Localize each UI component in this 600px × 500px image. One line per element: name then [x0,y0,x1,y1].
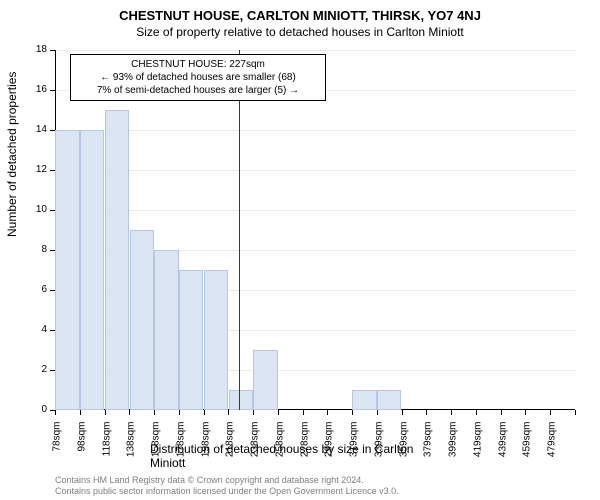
marker-line [239,50,240,410]
y-tick-label: 2 [27,364,47,375]
histogram-bar [253,350,277,410]
x-tick [278,410,279,415]
x-tick [55,410,56,415]
histogram-bar [179,270,203,410]
x-tick [253,410,254,415]
histogram-bar [377,390,401,410]
x-tick-label: 459sqm [522,422,533,462]
x-tick-label: 198sqm [200,422,211,462]
grid-line [55,130,575,131]
attribution: Contains HM Land Registry data © Crown c… [55,475,399,498]
histogram-bar [154,250,178,410]
annotation-line3: 7% of semi-detached houses are larger (5… [77,84,319,97]
x-tick [327,410,328,415]
histogram-bar [55,130,79,410]
y-tick [50,50,55,51]
x-tick [550,410,551,415]
x-tick [352,410,353,415]
x-tick [377,410,378,415]
histogram-bar [80,130,104,410]
y-tick-label: 0 [27,404,47,415]
chart-title: CHESTNUT HOUSE, CARLTON MINIOTT, THIRSK,… [0,0,600,23]
x-tick [501,410,502,415]
x-tick [204,410,205,415]
x-tick-label: 339sqm [373,422,384,462]
x-tick-label: 399sqm [448,422,459,462]
x-tick-label: 78sqm [52,422,63,462]
x-tick-label: 299sqm [324,422,335,462]
x-tick [303,410,304,415]
x-tick [129,410,130,415]
plot-area [55,50,575,410]
x-tick-label: 238sqm [250,422,261,462]
x-tick-label: 218sqm [225,422,236,462]
y-axis-label: Number of detached properties [5,72,19,237]
x-tick-label: 178sqm [175,422,186,462]
annotation-box: CHESTNUT HOUSE: 227sqm ← 93% of detached… [70,54,326,101]
x-tick-label: 319sqm [349,422,360,462]
x-tick-label: 258sqm [274,422,285,462]
y-tick-label: 4 [27,324,47,335]
x-tick [228,410,229,415]
x-tick [179,410,180,415]
histogram-bar [204,270,228,410]
x-tick-label: 479sqm [547,422,558,462]
x-tick [80,410,81,415]
annotation-line1: CHESTNUT HOUSE: 227sqm [77,58,319,71]
y-tick-label: 18 [27,44,47,55]
x-tick-label: 419sqm [472,422,483,462]
x-tick-label: 278sqm [299,422,310,462]
histogram-bar [229,390,253,410]
x-tick-label: 138sqm [126,422,137,462]
chart-subtitle: Size of property relative to detached ho… [0,23,600,39]
y-tick-label: 14 [27,124,47,135]
annotation-line2: ← 93% of detached houses are smaller (68… [77,71,319,84]
x-tick-label: 359sqm [398,422,409,462]
x-tick [525,410,526,415]
grid-line [55,50,575,51]
y-tick-label: 8 [27,244,47,255]
attribution-line1: Contains HM Land Registry data © Crown c… [55,475,399,487]
x-tick [105,410,106,415]
attribution-line2: Contains public sector information licen… [55,486,399,498]
y-tick-label: 10 [27,204,47,215]
x-tick [575,410,576,415]
x-tick [451,410,452,415]
grid-line [55,170,575,171]
histogram-bar [105,110,129,410]
x-tick [426,410,427,415]
histogram-bar [352,390,376,410]
y-tick-label: 16 [27,84,47,95]
x-tick-label: 118sqm [101,422,112,462]
y-tick-label: 12 [27,164,47,175]
x-tick-label: 158sqm [151,422,162,462]
x-tick [154,410,155,415]
grid-line [55,210,575,211]
x-tick [402,410,403,415]
x-tick-label: 98sqm [76,422,87,462]
y-tick [50,90,55,91]
x-tick [476,410,477,415]
x-tick-label: 439sqm [497,422,508,462]
histogram-bar [130,230,154,410]
y-tick-label: 6 [27,284,47,295]
x-tick-label: 379sqm [423,422,434,462]
